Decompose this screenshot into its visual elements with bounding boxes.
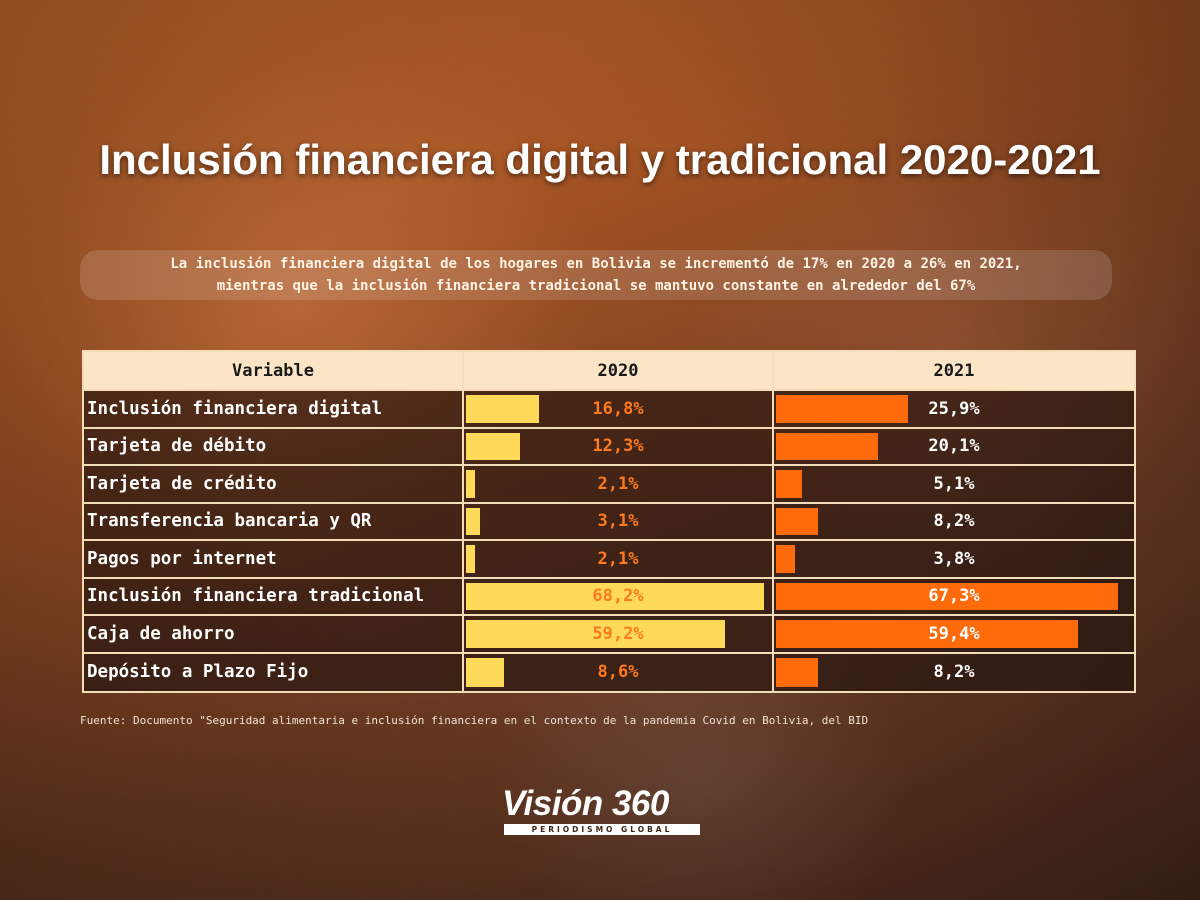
bar-2020 — [466, 395, 540, 423]
bar-2021 — [776, 657, 818, 687]
variable-label: Pagos por internet — [87, 548, 277, 569]
variable-label: Depósito a Plazo Fijo — [87, 662, 309, 683]
variable-label: Caja de ahorro — [87, 623, 235, 644]
bar-2020 — [466, 657, 504, 687]
value-cell-2021: 8,2% — [774, 504, 1134, 540]
bar-2021 — [776, 395, 908, 423]
table-row: Inclusión financiera digital 16,8% 25,9% — [84, 391, 1134, 429]
value-label-2020: 2,1% — [597, 473, 639, 494]
value-label-2020: 2,1% — [597, 548, 639, 569]
variable-cell: Tarjeta de crédito — [84, 466, 464, 502]
value-label-2021: 59,4% — [928, 623, 980, 644]
variable-label: Transferencia bancaria y QR — [87, 511, 372, 532]
table-row: Pagos por internet 2,1% 3,8% — [84, 541, 1134, 579]
value-cell-2021: 25,9% — [774, 391, 1134, 427]
bar-2021 — [776, 620, 1079, 648]
value-cell-2021: 8,2% — [774, 654, 1134, 692]
value-cell-2021: 67,3% — [774, 579, 1134, 615]
subtitle-line-2: mientras que la inclusión financiera tra… — [216, 278, 976, 294]
value-cell-2020: 16,8% — [464, 391, 774, 427]
variable-label: Inclusión financiera digital — [87, 398, 383, 419]
variable-label: Tarjeta de débito — [87, 436, 267, 457]
table-body: Inclusión financiera digital 16,8% 25,9% Ta… — [84, 391, 1134, 691]
column-header-2020: 2020 — [464, 352, 774, 389]
value-cell-2021: 20,1% — [774, 429, 1134, 465]
variable-cell: Caja de ahorro — [84, 616, 464, 652]
value-label-2021: 5,1% — [933, 473, 975, 494]
value-label-2021: 8,2% — [933, 511, 975, 532]
bar-2020 — [466, 582, 765, 610]
value-cell-2021: 5,1% — [774, 466, 1134, 502]
table-row: Tarjeta de crédito 2,1% 5,1% — [84, 466, 1134, 504]
variable-label: Tarjeta de crédito — [87, 473, 277, 494]
column-header-2021: 2021 — [933, 360, 975, 381]
bar-2021 — [776, 507, 818, 535]
value-label-2020: 3,1% — [597, 511, 639, 532]
variable-cell: Depósito a Plazo Fijo — [84, 653, 464, 691]
logo-tagline: PERIODISMO GLOBAL — [504, 824, 700, 835]
value-label-2021: 67,3% — [928, 586, 980, 607]
table-header-row: Variable 2020 2021 — [84, 352, 1134, 391]
variable-cell: Tarjeta de débito — [84, 428, 464, 464]
bar-2020 — [466, 470, 476, 498]
bar-2021 — [776, 582, 1119, 610]
value-label-2020: 16,8% — [592, 398, 644, 419]
column-header-variable: Variable — [84, 352, 464, 389]
value-label-2021: 25,9% — [928, 398, 980, 419]
logo-name: Visión 360 — [502, 784, 669, 823]
value-label-2020: 8,6% — [597, 662, 639, 683]
variable-cell: Inclusión financiera tradicional — [84, 578, 464, 614]
bar-2020 — [466, 507, 480, 535]
value-label-2020: 68,2% — [592, 586, 644, 607]
variable-cell: Transferencia bancaria y QR — [84, 503, 464, 539]
table-row: Tarjeta de débito 12,3% 20,1% — [84, 428, 1134, 466]
value-cell-2020: 68,2% — [464, 578, 774, 614]
source-note: Fuente: Documento "Seguridad alimentaria… — [80, 714, 869, 727]
vision360-logo: Visión 360 PERIODISMO GLOBAL — [500, 784, 700, 836]
variable-cell: Pagos por internet — [84, 541, 464, 577]
value-cell-2020: 2,1% — [464, 541, 774, 577]
bar-2020 — [466, 620, 725, 648]
bar-2020 — [466, 432, 520, 460]
table-row: Depósito a Plazo Fijo 8,6% 8,2% — [84, 653, 1134, 692]
table-row: Transferencia bancaria y QR 3,1% 8,2% — [84, 503, 1134, 541]
value-label-2020: 12,3% — [592, 436, 644, 457]
value-label-2021: 20,1% — [928, 436, 980, 457]
value-cell-2020: 12,3% — [464, 428, 774, 464]
value-cell-2021: 59,4% — [774, 616, 1134, 652]
value-cell-2021: 3,8% — [774, 541, 1134, 577]
variable-cell: Inclusión financiera digital — [84, 391, 464, 427]
bar-2020 — [466, 545, 476, 573]
bar-2021 — [776, 470, 802, 498]
value-cell-2020: 3,1% — [464, 503, 774, 539]
table-row: Caja de ahorro 59,2% 59,4% — [84, 616, 1134, 654]
bar-2021 — [776, 545, 796, 573]
table-row: Inclusión financiera tradicional 68,2% 67,… — [84, 578, 1134, 616]
value-cell-2020: 59,2% — [464, 616, 774, 652]
value-label-2020: 59,2% — [592, 623, 644, 644]
subtitle-line-1: La inclusión financiera digital de los h… — [170, 256, 1022, 272]
value-label-2021: 8,2% — [933, 662, 975, 683]
value-label-2021: 3,8% — [933, 548, 975, 569]
bar-2021 — [776, 432, 879, 460]
value-cell-2020: 2,1% — [464, 466, 774, 502]
value-cell-2020: 8,6% — [464, 653, 774, 691]
page-title: Inclusión financiera digital y tradicion… — [99, 136, 1101, 183]
variable-label: Inclusión financiera tradicional — [87, 586, 425, 607]
data-table: Variable 2020 2021 Inclusión financiera … — [82, 350, 1136, 693]
subtitle-box: La inclusión financiera digital de los h… — [80, 250, 1112, 300]
